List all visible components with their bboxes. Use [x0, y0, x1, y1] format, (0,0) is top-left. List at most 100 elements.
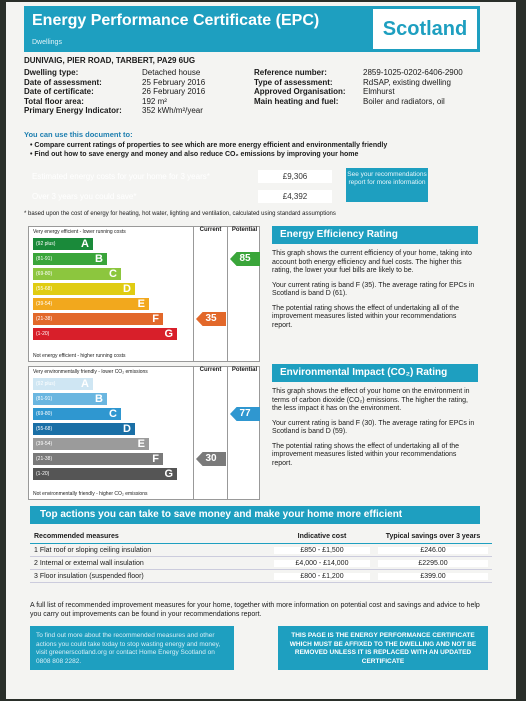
band-letter: B: [95, 253, 103, 265]
band-range: (69-80): [36, 271, 53, 277]
detail-label: Dwelling type:: [24, 68, 79, 77]
detail-value: Elmhurst: [363, 87, 395, 96]
detail-value: 25 February 2016: [142, 77, 206, 87]
detail-label: Total floor area:: [24, 96, 84, 106]
top-actions-title: Top actions you can take to save money a…: [30, 506, 480, 524]
detail-value: Boiler and radiators, oil: [363, 96, 445, 106]
band-range: (39-54): [36, 301, 53, 307]
band-letter: D: [123, 423, 131, 435]
band-range: (55-68): [36, 286, 53, 292]
potential-column-header: Potential: [227, 227, 261, 236]
chart-bottom-caption: Not environmentally friendly - higher CO…: [33, 491, 148, 497]
estimated-cost-value: £9,306: [258, 170, 332, 183]
certificate-title: Energy Performance Certificate (EPC): [32, 12, 320, 29]
bullet-text: Find out how to save energy and money an…: [34, 151, 359, 158]
savings-cell: £246.00: [378, 546, 488, 554]
bullet-item: • Find out how to save energy and money …: [30, 151, 359, 158]
section-paragraph: Your current rating is band F (30). The …: [272, 419, 475, 436]
column-divider: [193, 236, 194, 361]
band-letter: A: [81, 238, 89, 250]
environmental-impact-title: Environmental Impact (CO₂) Rating: [272, 364, 478, 382]
band-letter: A: [81, 378, 89, 390]
energy-efficiency-title: Energy Efficiency Rating: [272, 226, 478, 244]
detail-label: Date of assessment:: [24, 77, 102, 87]
country-label: Scotland: [370, 6, 480, 52]
cost-cell: £850 - £1,500: [274, 546, 370, 554]
detail-value: 2859-1025-0202-6406-2900: [363, 68, 463, 77]
band-bar-c: (69-80) C: [33, 408, 121, 420]
affix-notice-box: THIS PAGE IS THE ENERGY PERFORMANCE CERT…: [278, 626, 488, 670]
table-row: 3 Floor insulation (suspended floor) £80…: [30, 569, 492, 583]
section-paragraph: The potential rating shows the effect of…: [272, 304, 460, 329]
band-range: (81-91): [36, 256, 53, 262]
table-row: 1 Flat roof or sloping ceiling insulatio…: [30, 543, 492, 557]
current-rating-indicator: 35: [196, 312, 226, 326]
table-header: Typical savings over 3 years: [374, 530, 492, 544]
measure-cell: 2 Internal or external wall insulation: [30, 556, 270, 570]
bullet-text: Compare current ratings of properties to…: [34, 142, 388, 149]
measure-cell: 3 Floor insulation (suspended floor): [30, 569, 270, 583]
detail-value: 352 kWh/m²/year: [142, 106, 203, 115]
intro-heading: You can use this document to:: [24, 130, 133, 139]
band-bar-d: (55-68) D: [33, 283, 135, 295]
band-range: (1-20): [36, 471, 50, 477]
savings-label: Over 3 years you could save*: [32, 192, 137, 201]
potential-column-header: Potential: [227, 367, 261, 376]
band-letter: C: [109, 268, 117, 280]
chart-top-caption: Very environmentally friendly - lower CO…: [33, 369, 148, 375]
detail-label: Approved Organisation:: [254, 87, 346, 96]
detail-label: Reference number:: [254, 68, 327, 77]
details-right-values: 2859-1025-0202-6406-2900 RdSAP, existing…: [363, 68, 503, 106]
band-bar-a: (92 plus) A: [33, 378, 93, 390]
environmental-impact-chart: Very environmentally friendly - lower CO…: [28, 366, 260, 500]
details-right-labels: Reference number: Type of assessment: Ap…: [254, 68, 364, 106]
measure-cell: 1 Flat roof or sloping ceiling insulatio…: [30, 543, 270, 557]
environmental-impact-section: Environmental Impact (CO₂) Rating This g…: [272, 364, 478, 468]
band-bar-a: (92 plus) A: [33, 238, 93, 250]
header-banner: Energy Performance Certificate (EPC) Dwe…: [24, 6, 480, 52]
cost-footnote: * based upon the cost of energy for heat…: [24, 211, 336, 217]
band-letter: E: [137, 438, 145, 450]
band-range: (1-20): [36, 331, 50, 337]
band-letter: D: [123, 283, 131, 295]
band-letter: C: [109, 408, 117, 420]
band-letter: F: [152, 313, 159, 325]
detail-value: RdSAP, existing dwelling: [363, 77, 451, 87]
energy-efficiency-chart: Very energy efficient - lower running co…: [28, 226, 260, 362]
band-bar-d: (55-68) D: [33, 423, 135, 435]
section-paragraph: This graph shows the current efficiency …: [272, 250, 472, 274]
savings-row: Over 3 years you could save* £4,392: [24, 188, 336, 205]
detail-value: 192 m²: [142, 96, 167, 106]
detail-label: Primary Energy Indicator:: [24, 106, 122, 115]
cost-cell: £4,000 - £14,000: [274, 559, 370, 567]
bullet-item: • Compare current ratings of properties …: [30, 142, 388, 149]
detail-label: Type of assessment:: [254, 77, 333, 87]
cost-cell: £800 - £1,200: [274, 572, 370, 580]
potential-rating-indicator: 77: [230, 407, 260, 421]
savings-value: £4,392: [258, 190, 332, 203]
recommended-measures-table: Recommended measures Indicative cost Typ…: [30, 530, 492, 583]
column-divider: [227, 236, 228, 361]
band-range: (92 plus): [36, 241, 56, 247]
band-range: (55-68): [36, 426, 53, 432]
chart-bottom-caption: Not energy efficient - higher running co…: [33, 353, 126, 359]
find-out-more-box: To find out more about the recommended m…: [30, 626, 234, 670]
table-header: Indicative cost: [270, 530, 374, 544]
potential-rating-indicator: 85: [230, 252, 260, 266]
see-recommendations-box: See your recommendations report for more…: [346, 168, 428, 202]
certificate-page: Energy Performance Certificate (EPC) Dwe…: [6, 2, 516, 699]
detail-value: Detached house: [142, 68, 201, 77]
band-bar-g: (1-20) G: [33, 328, 177, 340]
band-range: (69-80): [36, 411, 53, 417]
savings-cell: £2295.00: [378, 559, 488, 567]
band-bar-b: (81-91) B: [33, 253, 107, 265]
band-letter: G: [164, 328, 173, 340]
band-letter: G: [164, 468, 173, 480]
chart-top-caption: Very energy efficient - lower running co…: [33, 229, 126, 235]
band-range: (21-38): [36, 456, 53, 462]
band-bar-b: (81-91) B: [33, 393, 107, 405]
band-letter: B: [95, 393, 103, 405]
table-row: 2 Internal or external wall insulation £…: [30, 556, 492, 570]
band-letter: F: [152, 453, 159, 465]
certificate-subtitle: Dwellings: [32, 39, 62, 46]
